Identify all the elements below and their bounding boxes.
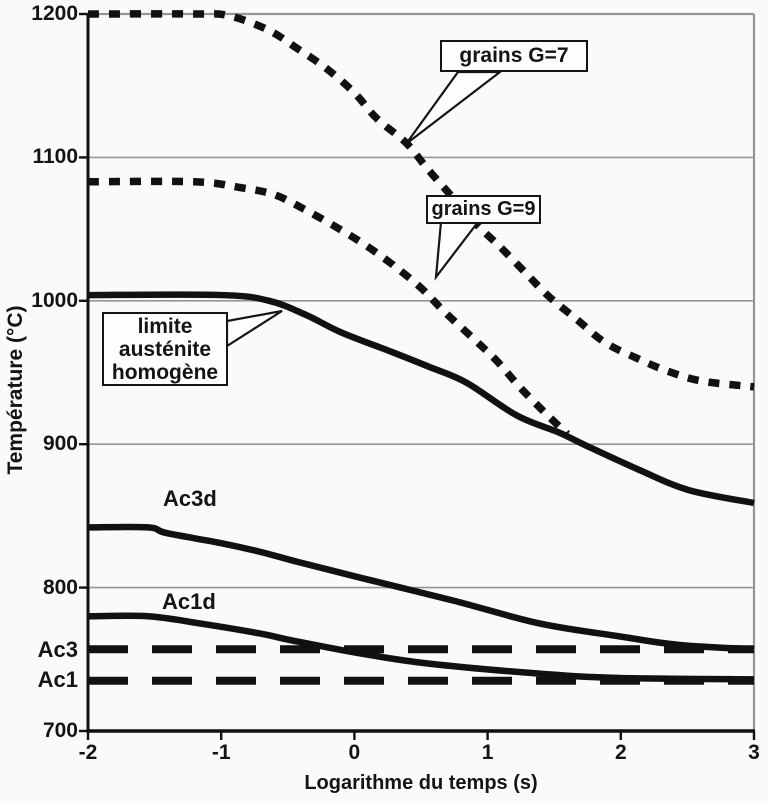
label-ac1d-curve: Ac1d [162, 589, 216, 614]
x-tick-label--2: -2 [78, 741, 98, 764]
x-tick-label-1: 1 [481, 741, 494, 764]
callout-tail-grains-g9 [434, 220, 481, 281]
series-ac3d [87, 523, 755, 653]
y-tick-label-1000: 1000 [31, 288, 78, 312]
y-tick-label-700: 700 [42, 719, 78, 742]
y-tick-label-1200: 1200 [31, 2, 78, 25]
x-tick-label-0: 0 [348, 741, 361, 764]
callout-limite-austenite-homogene: limite austénite homogène [102, 312, 228, 386]
y-tick-label-800: 800 [42, 575, 78, 599]
callout-tail-limite [225, 309, 283, 349]
label-ac3-line: Ac3 [37, 637, 78, 662]
label-ac3d-curve: Ac3d [163, 486, 217, 511]
y-axis-title: Température (°C) [4, 305, 27, 475]
series-grains-g-7 [87, 10, 755, 391]
x-tick-label-3: 3 [748, 741, 760, 764]
x-axis-title: Logarithme du temps (s) [304, 772, 538, 794]
series-limite-aust-nite-homog-ne [87, 291, 755, 507]
callout-grains-g7: grains G=7 [440, 40, 588, 72]
x-tick-label-2: 2 [614, 741, 627, 764]
x-tick-label--1: -1 [211, 741, 231, 764]
series-grains-g-9 [87, 177, 571, 437]
label-ac1-line: Ac1 [37, 667, 78, 692]
callout-grains-g9: grains G=9 [426, 195, 541, 224]
callout-tail-grains-g7 [405, 70, 504, 145]
y-tick-label-1100: 1100 [32, 145, 78, 169]
y-tick-label-900: 900 [42, 432, 78, 456]
